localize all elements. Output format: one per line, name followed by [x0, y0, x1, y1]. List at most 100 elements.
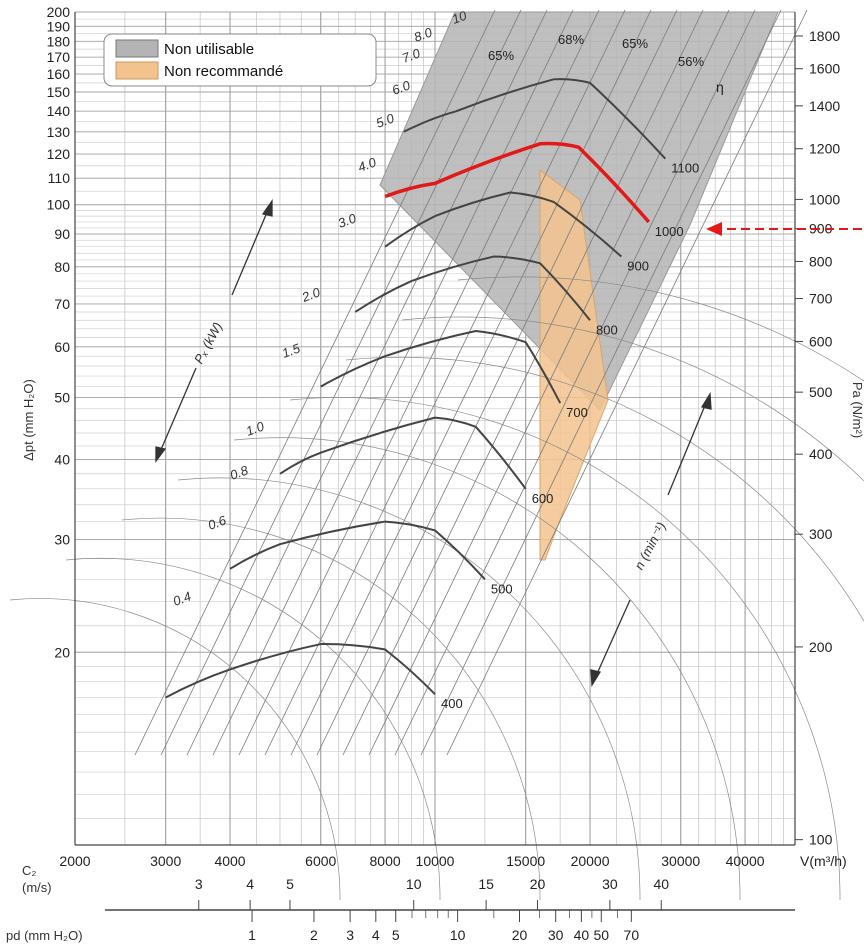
efficiency-arc	[9, 598, 341, 901]
c2-tick-label: 40	[653, 876, 669, 892]
power-arrows	[155, 198, 273, 463]
diagonal-line	[238, 9, 600, 756]
speed-arrows	[590, 391, 712, 688]
power-label: 4.0	[356, 154, 379, 175]
x-tick-label: 40000	[726, 853, 765, 869]
x-tick-label: 3000	[150, 853, 181, 869]
grid	[74, 11, 796, 846]
y-left-tick-label: 110	[48, 170, 71, 186]
legend-label-non-utilisable: Non utilisable	[164, 41, 254, 58]
diagonal-line	[264, 9, 626, 756]
y-right-tick-label: 400	[809, 446, 833, 462]
x-tick-label: 20000	[571, 853, 610, 869]
x-tick-label: 4000	[214, 853, 245, 869]
y-right-tick-label: 700	[809, 291, 833, 307]
y-right-tick-label: 800	[809, 253, 833, 269]
diagonal-line	[186, 9, 548, 756]
c2-tick-label: 4	[246, 876, 254, 892]
efficiency-arc	[345, 356, 864, 622]
c2-tick-label: 3	[195, 876, 203, 892]
y-left-tick-label: 130	[47, 124, 71, 140]
pd-tick-label: 50	[594, 927, 610, 943]
power-label: 0.8	[228, 462, 251, 483]
y-left-tick-label: 20	[54, 644, 70, 660]
efficiency-arc	[177, 477, 641, 901]
efficiency-arc	[289, 397, 841, 901]
power-label: 8.0	[412, 24, 435, 45]
y-left-tick-label: 70	[54, 296, 70, 312]
y-right-tick-label: 300	[809, 526, 833, 542]
c2-tick-label: 10	[406, 876, 422, 892]
power-label: 0.6	[206, 512, 229, 533]
x-tick-label: 15000	[506, 853, 545, 869]
zone-non-recommande	[539, 169, 609, 561]
pd-tick-label: 2	[310, 927, 318, 943]
pd-tick-label: 40	[574, 927, 590, 943]
speed-label-900: 900	[627, 259, 649, 274]
y-right-tick-label: 1200	[809, 141, 840, 157]
y-left-tick-label: 180	[47, 33, 71, 49]
diagonal-line	[290, 9, 652, 756]
y-left-tick-label: 30	[54, 532, 70, 548]
efficiency-label: 56%	[678, 54, 704, 69]
diagonal-lines	[9, 9, 864, 901]
speed-curve-700	[320, 330, 562, 404]
y-right-tick-label: 100	[809, 832, 833, 848]
power-label: 3.0	[336, 210, 359, 231]
diagonal-line	[316, 9, 678, 756]
y-left-tick-label: 190	[47, 18, 71, 34]
speed-label-1000: 1000	[655, 224, 684, 239]
x-tick-label: 10000	[416, 853, 455, 869]
speed-label-700: 700	[566, 405, 588, 420]
speed-curve-400	[165, 643, 436, 699]
pd-tick-label: 5	[392, 927, 400, 943]
y-right-tick-label: 1800	[809, 28, 840, 44]
speed-curve-1000	[384, 141, 651, 224]
pd-tick-label: 4	[372, 927, 380, 943]
pd-tick-label: 10	[450, 927, 466, 943]
power-label: 1.5	[280, 340, 303, 361]
efficiency-symbol: η	[716, 79, 724, 95]
speed-curve-600	[279, 416, 527, 490]
y-right-tick-label: 500	[809, 384, 833, 400]
y-left-axis-label: Δpt (mm H₂O)	[21, 379, 36, 461]
power-axis-label: Pₓ (kW)	[191, 320, 225, 366]
legend-swatch-non-utilisable	[115, 39, 159, 58]
speed-curve-800	[354, 255, 591, 321]
x-axis-label: V(m³/h)	[800, 853, 847, 869]
x-tick-label: 30000	[661, 853, 700, 869]
y-right-tick-label: 1400	[809, 98, 840, 114]
pd-tick-label: 30	[548, 927, 564, 943]
y-right-tick-label: 600	[809, 333, 833, 349]
power-label: 7.0	[400, 45, 423, 66]
legend-swatch-non-recommande	[115, 61, 159, 80]
efficiency-label: 68%	[558, 32, 584, 47]
diagonal-line	[212, 9, 574, 756]
curve-labels: 400 500 600 700 800 900 1000 1100 0.4 0.6 0.8 1.0 1.…	[171, 8, 705, 712]
power-label: 0.4	[171, 589, 193, 609]
speed-curve-1100	[403, 78, 667, 160]
efficiency-arc	[65, 557, 441, 901]
y-left-tick-label: 200	[47, 4, 71, 20]
pd-tick-label: 3	[346, 927, 354, 943]
zones	[379, 11, 779, 561]
x-tick-label: 8000	[370, 853, 401, 869]
speed-curve-900	[384, 191, 622, 258]
speed-curve-500	[229, 520, 486, 580]
diagonal-line	[420, 9, 782, 756]
c2-tick-label: 20	[530, 876, 546, 892]
y-right-axis-label: Pa (N/m²)	[850, 382, 864, 438]
tick-labels: 2000 3000 4000 6000 8000 10000 15000 20000 30000…	[47, 4, 841, 943]
power-label: 6.0	[390, 77, 413, 98]
efficiency-label: 65%	[488, 48, 514, 63]
y-left-tick-label: 140	[47, 103, 71, 119]
efficiency-arc	[457, 276, 864, 382]
x-tick-label: 2000	[59, 853, 90, 869]
y-left-tick-label: 80	[54, 259, 70, 275]
c2-axis-label: C₂ (m/s)	[22, 863, 52, 895]
power-label: 5.0	[374, 110, 397, 131]
y-left-tick-label: 170	[47, 49, 71, 65]
speed-label-800: 800	[596, 322, 618, 337]
efficiency-arc	[233, 437, 741, 901]
